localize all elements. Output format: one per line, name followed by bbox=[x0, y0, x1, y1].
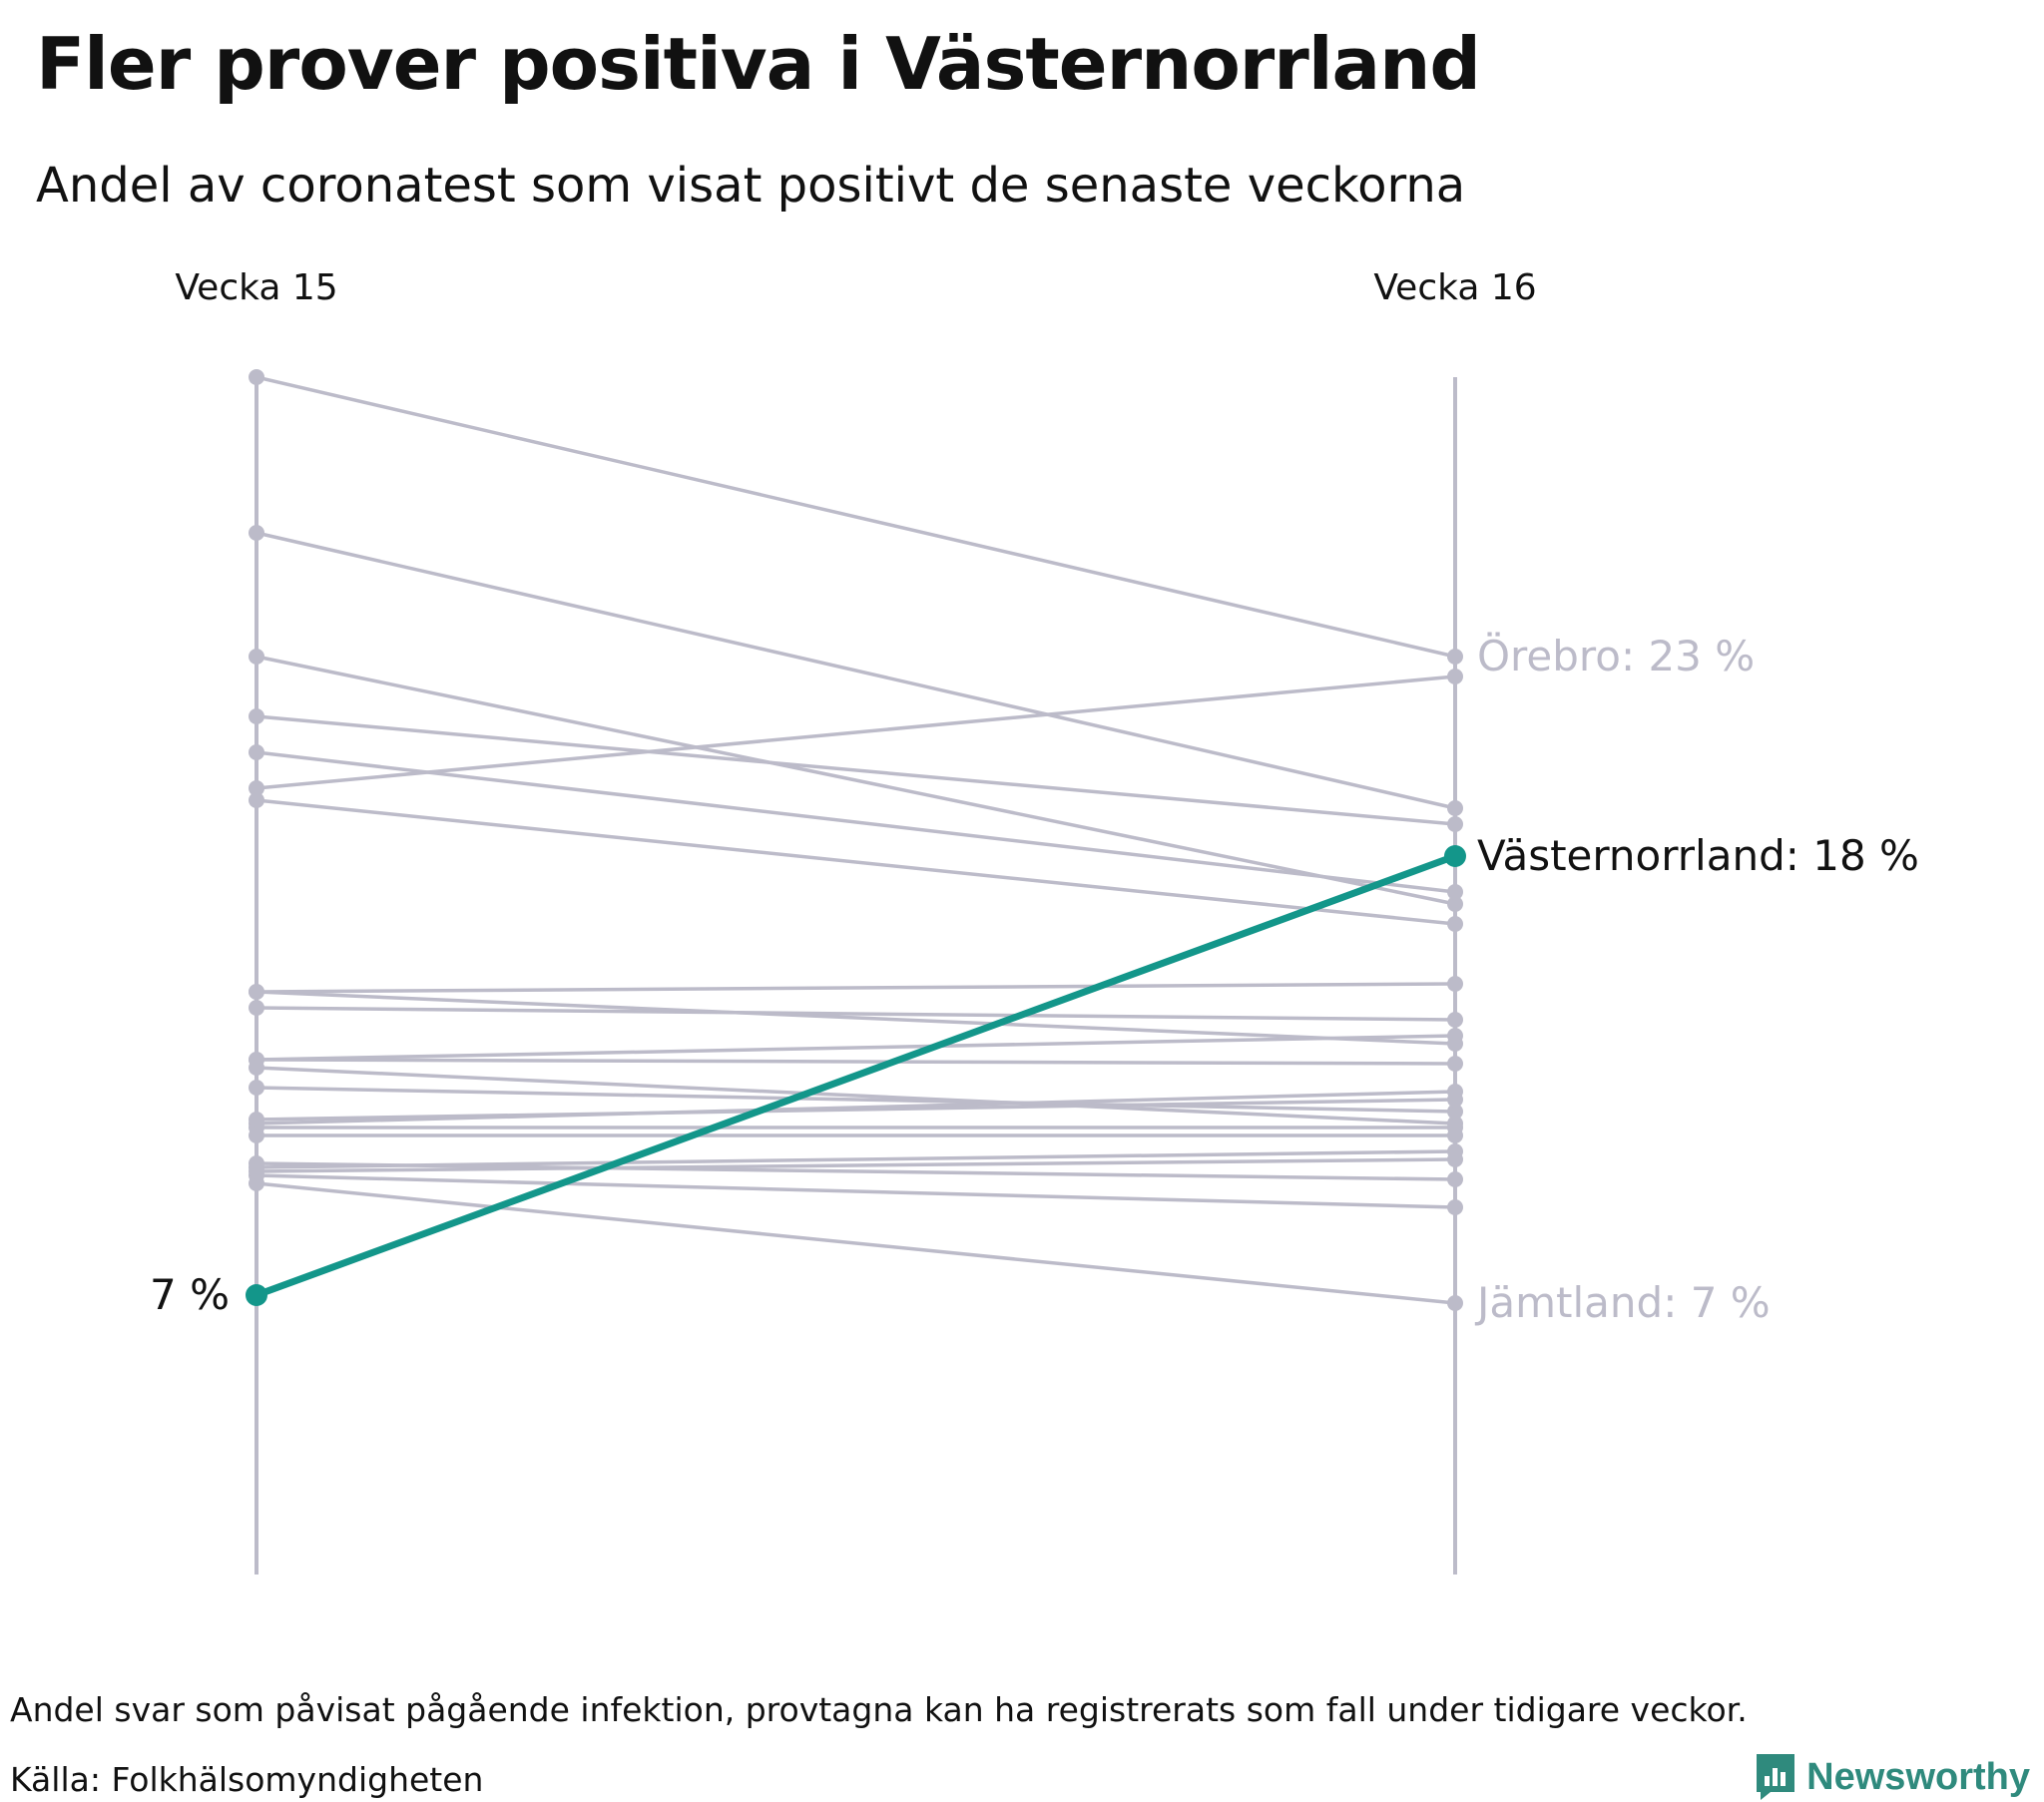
series-point-start bbox=[249, 369, 264, 385]
series-point-start bbox=[249, 1060, 264, 1076]
chart-subtitle: Andel av coronatest som visat positivt d… bbox=[36, 158, 1466, 214]
series-line-21 bbox=[249, 1175, 1463, 1311]
series-point-start bbox=[249, 984, 264, 1000]
series-segment bbox=[256, 1034, 1456, 1062]
series-line-2 bbox=[249, 525, 1463, 816]
series-segment bbox=[256, 1066, 1456, 1126]
series-point-end bbox=[1447, 1151, 1463, 1167]
series-segment bbox=[256, 1086, 1456, 1114]
series-point-end bbox=[1447, 1295, 1463, 1311]
series-line-5 bbox=[249, 744, 1463, 900]
series-segment bbox=[256, 1157, 1456, 1173]
label-end-vasternorrland: Västernorrland: 18 % bbox=[1477, 831, 1919, 880]
series-segment bbox=[256, 798, 1456, 926]
series-line-22 bbox=[249, 984, 1463, 1052]
series-point-end bbox=[1447, 1127, 1463, 1143]
label-start-vasternorrland: 7 % bbox=[150, 1270, 230, 1319]
series-line-7 bbox=[249, 792, 1463, 932]
series-point-end bbox=[1447, 1036, 1463, 1052]
series-segment bbox=[256, 1161, 1456, 1181]
series-point-start bbox=[249, 649, 264, 665]
series-point-end bbox=[1447, 816, 1463, 832]
series-line-1 bbox=[249, 369, 1463, 665]
series-segment bbox=[256, 750, 1456, 894]
series-segment bbox=[256, 1090, 1456, 1126]
series-point-start bbox=[249, 1163, 264, 1179]
series-point-start bbox=[249, 1000, 264, 1016]
series-segment bbox=[256, 675, 1456, 790]
newsworthy-logo-icon bbox=[1757, 1754, 1795, 1800]
series-point-start bbox=[249, 1080, 264, 1096]
series-segment bbox=[256, 1006, 1456, 1022]
series-segment bbox=[256, 655, 1456, 906]
chart-title: Fler prover positiva i Västernorrland bbox=[36, 22, 1481, 106]
series-point-end bbox=[1447, 1056, 1463, 1072]
highlight-point-start bbox=[246, 1284, 267, 1306]
series-line-16 bbox=[249, 1092, 1463, 1127]
source-note: Källa: Folkhälsomyndigheten bbox=[10, 1760, 484, 1799]
series-line-13 bbox=[249, 1080, 1463, 1120]
series-line-23 bbox=[249, 1151, 1463, 1179]
series-segment bbox=[256, 714, 1456, 826]
series-line-15 bbox=[249, 1120, 1463, 1135]
series-line-6 bbox=[249, 669, 1463, 796]
series-line-20 bbox=[249, 1167, 1463, 1215]
series-line-4 bbox=[249, 708, 1463, 832]
series-point-end bbox=[1447, 896, 1463, 912]
highlight-point-end bbox=[1444, 845, 1466, 867]
series-point-end bbox=[1447, 884, 1463, 900]
series-segment bbox=[256, 1058, 1456, 1066]
series-point-start bbox=[249, 1175, 264, 1191]
series-segment bbox=[256, 982, 1456, 994]
series-line-17 bbox=[249, 1127, 1463, 1143]
series-point-end bbox=[1447, 916, 1463, 932]
series-segment bbox=[256, 1181, 1456, 1305]
series-point-end bbox=[1447, 1199, 1463, 1215]
series-point-end bbox=[1447, 800, 1463, 816]
series-point-start bbox=[249, 744, 264, 760]
series-point-start bbox=[249, 780, 264, 796]
series-point-end bbox=[1447, 976, 1463, 992]
slope-chart: Vecka 15 Vecka 16 7 % Västernorrland: 18 %… bbox=[150, 267, 1919, 1575]
series-segment bbox=[256, 1173, 1456, 1209]
series-point-end bbox=[1447, 1012, 1463, 1028]
series-segment bbox=[256, 531, 1456, 810]
series-line-3 bbox=[249, 649, 1463, 912]
series-line-8 bbox=[249, 976, 1463, 1000]
series-point-end bbox=[1447, 649, 1463, 665]
series-segment bbox=[256, 1098, 1456, 1122]
series-point-start bbox=[249, 792, 264, 808]
series-point-end bbox=[1447, 669, 1463, 684]
highlight-line-vasternorrland bbox=[255, 852, 1457, 1299]
footnote: Andel svar som påvisat pågående infektio… bbox=[10, 1690, 1748, 1729]
label-end-2: Jämtland: 7 % bbox=[1474, 1278, 1771, 1327]
series-line-9 bbox=[249, 1000, 1463, 1028]
series-segment bbox=[256, 990, 1456, 1046]
brand-logo[interactable]: Newsworthy bbox=[1753, 1752, 2030, 1802]
series-point-end bbox=[1447, 1092, 1463, 1108]
series-point-start bbox=[249, 1127, 264, 1143]
column-label-vecka-16: Vecka 16 bbox=[1373, 267, 1536, 308]
column-label-vecka-15: Vecka 15 bbox=[175, 267, 337, 308]
series-segment bbox=[256, 375, 1456, 659]
series-point-start bbox=[249, 708, 264, 724]
series-point-start bbox=[249, 1112, 264, 1127]
series-point-start bbox=[249, 525, 264, 541]
series-point-end bbox=[1447, 1104, 1463, 1120]
series-point-end bbox=[1447, 1171, 1463, 1187]
brand-name: Newsworthy bbox=[1806, 1755, 2030, 1798]
label-end-1: Örebro: 23 % bbox=[1477, 631, 1755, 680]
